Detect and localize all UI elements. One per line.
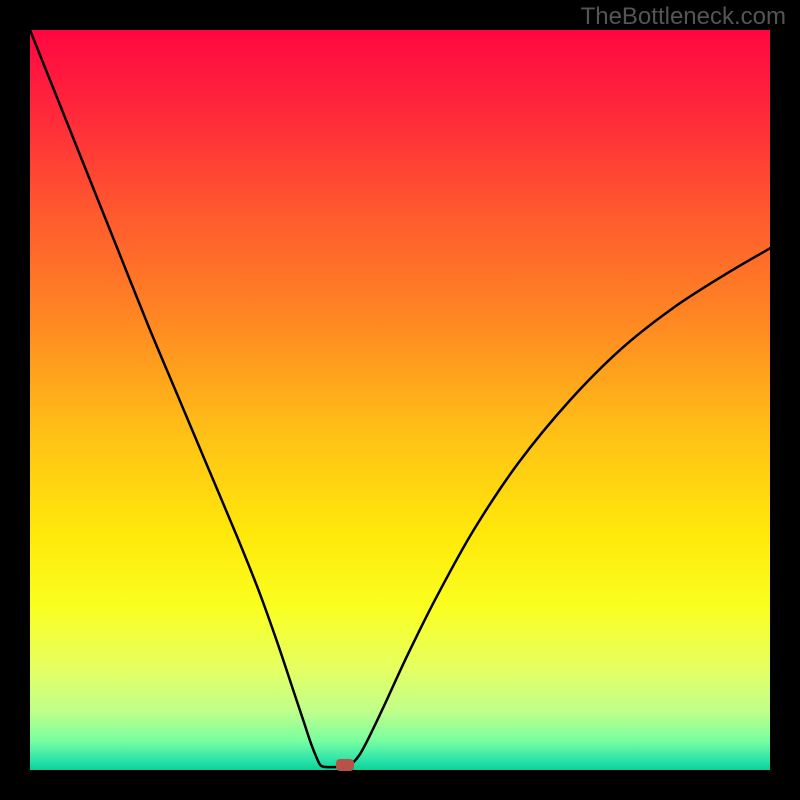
plot-area [30,30,770,770]
optimal-point-marker [336,759,354,771]
watermark-text: TheBottleneck.com [581,3,786,31]
v-curve [30,30,770,770]
watermark-label: TheBottleneck.com [581,3,786,30]
chart-container: TheBottleneck.com [0,0,800,800]
